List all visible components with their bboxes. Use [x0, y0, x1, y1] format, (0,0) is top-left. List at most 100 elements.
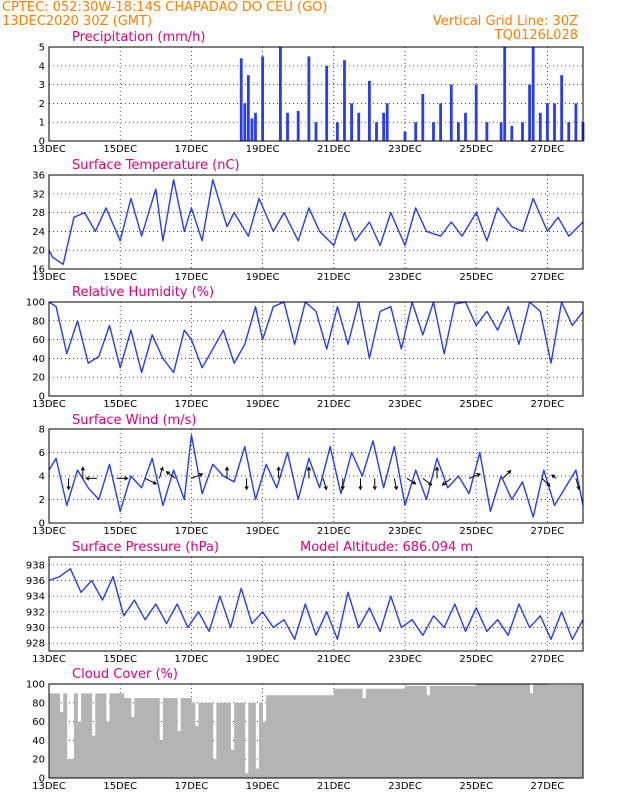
cloud-bar: [344, 688, 349, 778]
cloud-bar: [123, 698, 128, 778]
y-tick-label: 938: [26, 560, 45, 571]
precip-bar: [560, 75, 564, 141]
precip-bar: [239, 58, 243, 141]
wind-arrow: [322, 478, 327, 490]
cloud-bar: [316, 695, 320, 778]
precip-bar: [368, 80, 371, 141]
cloud-bar: [49, 693, 53, 778]
cloud-bar: [419, 685, 424, 778]
cloud-bar: [440, 685, 445, 778]
cloud-bar: [145, 698, 150, 778]
precip-bar: [439, 103, 442, 141]
cloud-bar: [223, 702, 228, 778]
cloud-bar: [138, 698, 142, 778]
cloud-bar: [536, 684, 541, 778]
y-tick-label: 2: [39, 99, 45, 110]
cloud-bar: [198, 702, 203, 778]
cloud-bar: [269, 695, 274, 778]
wind-arrow: [393, 478, 398, 490]
precip-bar: [254, 112, 257, 141]
cloud-bar: [501, 684, 506, 778]
humidity-title: Relative Humidity (%): [72, 285, 214, 300]
cloud-bar: [355, 688, 360, 778]
x-tick-label: 21DEC: [317, 781, 351, 792]
cloud-bar: [191, 702, 196, 778]
x-tick-label: 19DEC: [246, 781, 280, 792]
cloud-bar: [230, 749, 235, 778]
station-header: CPTEC: 052:30W-18:14S CHAPADAO DO CEU (G…: [2, 0, 327, 15]
x-tick-label: 25DEC: [459, 654, 493, 665]
y-tick-label: 8: [39, 425, 45, 436]
precip-bar: [528, 84, 531, 141]
y-tick-label: 40: [32, 736, 45, 747]
x-tick-label: 19DEC: [246, 654, 280, 665]
precip-bar: [567, 122, 571, 141]
cloud-bar: [301, 695, 306, 778]
cloud-bar: [148, 698, 153, 778]
y-tick-label: 20: [32, 373, 45, 384]
precip-bar: [414, 122, 418, 141]
cloud-bar: [486, 684, 491, 778]
y-tick-label: 1: [39, 118, 45, 129]
cloud-bar: [422, 685, 427, 778]
precip-bar: [503, 47, 507, 141]
cloud-bar: [415, 685, 420, 778]
precip-bar: [350, 103, 353, 141]
y-tick-label: 930: [26, 623, 45, 634]
pressure-title: Surface Pressure (hPa): [72, 540, 219, 555]
wind-arrow-head: [224, 466, 230, 471]
cloud-bar: [116, 693, 121, 778]
cloud-bar: [522, 684, 527, 778]
y-tick-label: 4: [39, 61, 45, 72]
x-tick-label: 15DEC: [103, 654, 137, 665]
panel-frame: [48, 428, 584, 524]
cloud-cover-panel: Cloud Cover (%) 0 20 40 60 80 100 13DEC 15DEC 17…: [26, 667, 584, 792]
x-tick-label: 27DEC: [531, 144, 565, 155]
wind-arrow-head: [85, 476, 90, 481]
x-tick-label: 15DEC: [103, 781, 137, 792]
precip-bar: [538, 112, 542, 141]
cloud-bar: [511, 684, 516, 778]
wind-panel: Surface Wind (m/s) 0 2 4 6 8 13DEC 15DEC 17DEC 1…: [32, 413, 584, 537]
cloud-bar: [305, 695, 310, 778]
cloud-bar: [565, 684, 570, 778]
precip-bar: [449, 84, 453, 141]
cloud-bar: [444, 685, 449, 778]
cloud-bar: [558, 684, 563, 778]
y-tick-label: 0: [39, 392, 45, 403]
y-tick-label: 936: [26, 576, 45, 587]
cloud-bar: [561, 684, 566, 778]
cloud-bar: [529, 693, 534, 778]
precip-bar: [464, 112, 467, 141]
y-tick-label: 928: [26, 639, 45, 650]
cloud-bar: [209, 702, 214, 778]
wind-arrow-head: [546, 482, 551, 487]
cloud-bar: [330, 695, 335, 778]
precip-bar: [325, 65, 329, 141]
wind-arrow: [144, 477, 157, 485]
y-tick-label: 3: [39, 80, 45, 91]
precip-bar: [335, 122, 339, 141]
cloud-bar: [326, 695, 331, 778]
cloud-bar: [127, 698, 132, 778]
wind-arrow-head: [276, 466, 281, 471]
y-tick-label: 2: [39, 495, 45, 506]
x-tick-label: 25DEC: [459, 781, 493, 792]
y-tick-label: 28: [32, 208, 45, 219]
wind-arrow: [468, 473, 481, 479]
wind-arrow-head: [323, 485, 328, 491]
wind-arrow-head: [244, 486, 249, 491]
precip-bar: [357, 112, 361, 141]
precip-bar: [246, 75, 250, 141]
date-header: 13DEC2020 30Z (GMT): [2, 14, 152, 29]
y-tick-label: 20: [32, 246, 45, 257]
cloud-bar: [255, 768, 260, 778]
x-tick-label: 21DEC: [317, 654, 351, 665]
precip-bar: [432, 122, 435, 141]
cloud-bar: [526, 684, 530, 778]
panel-frame: [48, 46, 584, 142]
cloud-bar: [105, 721, 110, 778]
cloud-bar: [504, 684, 509, 778]
x-tick-label: 17DEC: [175, 781, 209, 792]
wind-arrow-head: [434, 466, 440, 471]
